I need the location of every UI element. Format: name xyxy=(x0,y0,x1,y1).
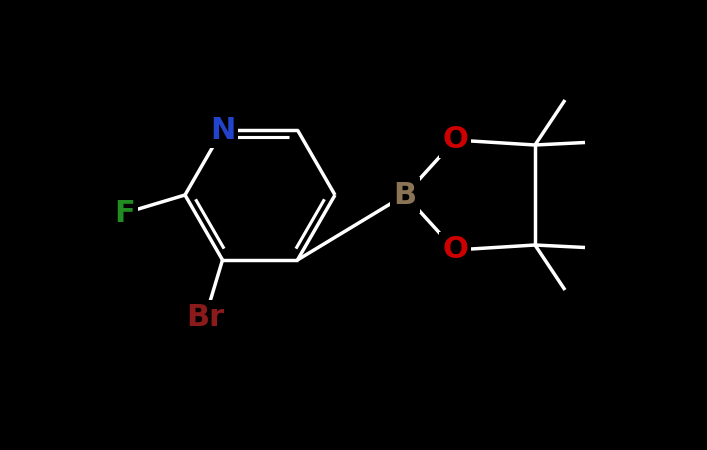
Text: O: O xyxy=(442,235,468,265)
Text: B: B xyxy=(393,180,416,210)
Text: N: N xyxy=(210,116,235,144)
Text: F: F xyxy=(115,198,135,228)
Text: O: O xyxy=(442,126,468,154)
Text: Br: Br xyxy=(186,303,224,333)
